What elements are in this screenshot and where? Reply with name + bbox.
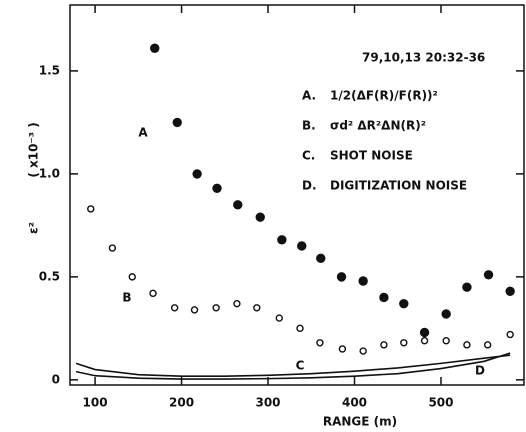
data-point [336,272,347,282]
y-tick-label: 0.5 [39,269,60,283]
data-point [420,337,429,345]
data-point [506,330,514,339]
curve [75,352,511,380]
x-tick-label: 500 [428,396,453,410]
x-axis-label: RANGE (m) [323,415,397,429]
series-name: D [475,364,485,378]
data-point [379,292,389,303]
x-tick-label: 200 [169,396,194,410]
data-point [296,324,304,333]
data-point [255,212,265,222]
data-point [483,341,492,349]
data-point [212,304,220,312]
data-point [192,169,202,179]
data-point [316,253,326,264]
data-point [483,270,494,280]
data-point [338,345,347,353]
data-point [149,289,157,298]
data-point [253,304,261,312]
data-point [233,200,243,210]
data-point [128,273,136,281]
data-point [172,117,182,128]
data-point [462,282,472,292]
data-point [277,235,287,245]
series-name: C [296,359,305,373]
data-point [419,327,430,338]
y-axis-label: ε² [27,222,41,234]
data-point [150,43,160,53]
series-name: B [122,291,131,305]
legend-text: 1/2(ΔF(R)/F(R))² [330,89,438,103]
legend-key: D. [302,179,317,193]
x-tick-label: 400 [342,396,367,410]
data-point [170,304,179,312]
data-point [380,341,388,349]
data-point [359,347,367,355]
data-point [358,276,368,286]
x-tick-label: 300 [255,396,280,410]
legend-key: A. [302,89,316,103]
y-tick-label: 0 [52,372,60,386]
x-tick-label: 100 [83,396,108,410]
data-point [505,286,515,296]
data-point [108,244,117,252]
data-point [399,298,409,309]
y-tick-label: 1.5 [39,63,60,77]
legend-text: σd² ΔR²ΔN(R)² [330,119,426,133]
series-name: A [138,126,148,140]
data-point [87,205,95,213]
data-point [441,309,451,319]
legend-text: SHOT NOISE [330,149,413,163]
data-point [442,337,450,345]
legend-key: B. [302,119,316,133]
y-tick-label: 1.0 [39,166,60,180]
plot-frame [69,4,525,386]
data-point [190,306,199,314]
data-point [297,241,307,251]
data-point [212,183,222,194]
data-point [275,314,283,322]
data-point [400,339,408,347]
data-point [233,299,241,308]
data-point [316,339,324,347]
y-axis-unit: ( x10⁻³ ) [27,122,41,177]
legend-text: DIGITIZATION NOISE [330,179,467,193]
curve [75,354,511,377]
data-point [463,341,471,349]
chart-title: 79,10,13 20:32-36 [362,51,485,65]
legend-key: C. [302,149,315,163]
